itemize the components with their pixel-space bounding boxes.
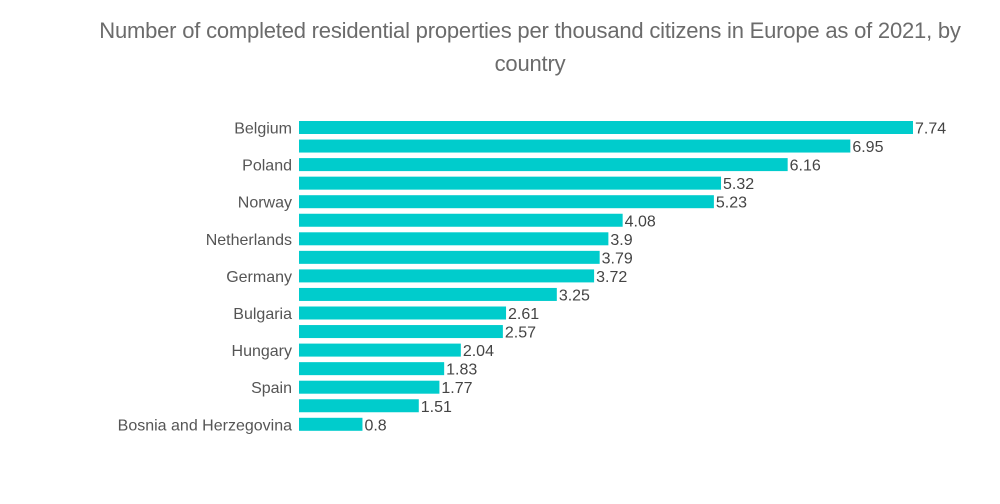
value-label: 1.83	[446, 362, 477, 379]
bar	[299, 158, 788, 172]
category-label: Spain	[251, 380, 292, 397]
bar	[299, 121, 913, 134]
bar	[299, 325, 503, 339]
bar	[299, 232, 609, 246]
value-label: 6.16	[790, 158, 821, 175]
value-label: 1.51	[421, 399, 452, 416]
category-labels-group: Belgium Poland Norway Netherlands Germany Bul…	[118, 121, 292, 435]
bar	[299, 269, 595, 283]
bar	[299, 287, 557, 301]
category-label: Hungary	[232, 343, 292, 360]
bars-group	[299, 121, 913, 431]
value-label: 5.23	[716, 195, 747, 212]
value-label: 3.25	[559, 287, 590, 304]
value-labels-group: 7.74 6.95 6.16 5.32 5.23 4.08 3.93.79 3.72 3.25 2…	[364, 121, 946, 435]
value-label: 5.32	[723, 176, 754, 193]
category-label: Poland	[242, 158, 292, 175]
value-label: 3.9	[610, 232, 632, 249]
bar	[299, 139, 851, 153]
chart-title: Number of completed residential properti…	[99, 18, 961, 76]
bar	[299, 176, 722, 190]
value-label: 3.79	[602, 250, 633, 267]
bar	[299, 213, 623, 227]
category-label: Germany	[226, 269, 292, 286]
category-label: Netherlands	[206, 232, 292, 249]
category-label: Bosnia and Herzegovina	[118, 417, 292, 434]
value-label: 2.04	[463, 343, 494, 360]
category-label: Bulgaria	[233, 306, 292, 323]
value-label: 1.77	[441, 380, 472, 397]
bar	[299, 399, 419, 413]
bar	[299, 195, 714, 209]
value-label: 2.61	[508, 306, 539, 323]
bar	[299, 417, 363, 431]
value-label: 4.08	[625, 213, 656, 230]
category-label: Belgium	[234, 121, 292, 138]
bar	[299, 343, 461, 357]
value-label: 3.72	[596, 269, 627, 286]
bar	[299, 380, 440, 394]
bar	[299, 306, 507, 320]
value-label: 6.95	[852, 139, 883, 156]
category-label: Norway	[238, 195, 292, 212]
bar	[299, 362, 445, 376]
value-label: 7.74	[915, 121, 946, 138]
value-label: 2.57	[505, 325, 536, 342]
value-label: 0.8	[364, 417, 386, 434]
bar	[299, 250, 600, 264]
